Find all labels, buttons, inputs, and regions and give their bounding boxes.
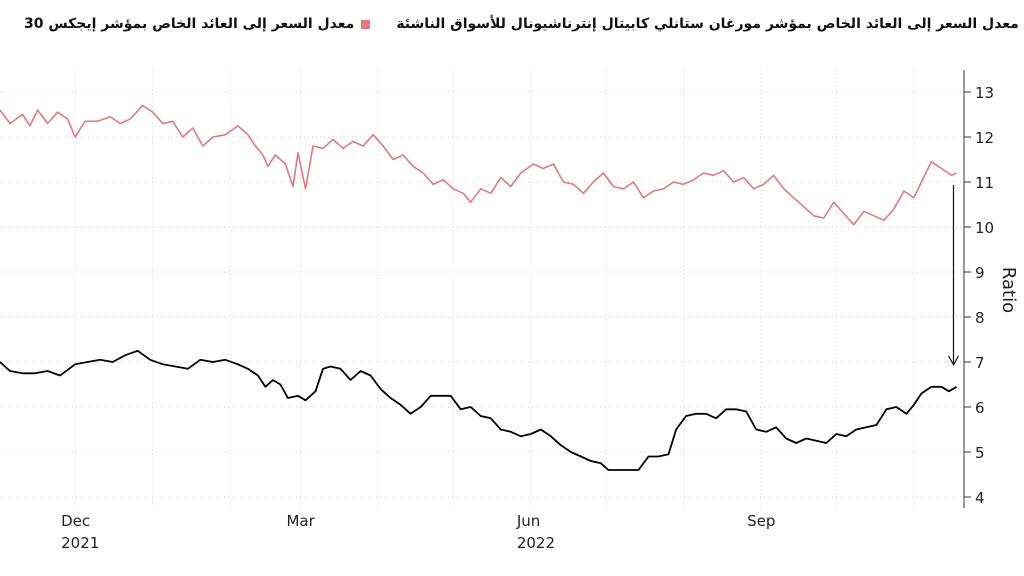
series-group bbox=[0, 104, 957, 471]
x-tick-label: Mar bbox=[286, 512, 315, 530]
y-tick-label: 5 bbox=[975, 444, 985, 462]
series-line-egx30 bbox=[0, 104, 957, 226]
x-tick-label: Jun bbox=[516, 512, 540, 530]
y-tick-label: 12 bbox=[975, 129, 994, 147]
y-tick-label: 6 bbox=[975, 399, 985, 417]
y-tick-label: 7 bbox=[975, 354, 985, 372]
y-tick-label: 9 bbox=[975, 264, 985, 282]
annotation bbox=[947, 185, 960, 366]
x-tick-label: Dec bbox=[61, 512, 90, 530]
y-tick-label: 8 bbox=[975, 309, 985, 327]
legend-label-egx30: معدل السعر إلى العائد الخاص بمؤشر إيجكس … bbox=[24, 16, 355, 32]
legend-label-msci-em: معدل السعر إلى العائد الخاص بمؤشر مورغان… bbox=[396, 16, 1019, 32]
legend: معدل السعر إلى العائد الخاص بمؤشر مورغان… bbox=[24, 16, 1019, 32]
y-tick-label: 11 bbox=[975, 174, 994, 192]
x-axis: Dec 2021 Mar Jun 2022 Sep bbox=[61, 512, 775, 552]
legend-item-msci-em: معدل السعر إلى العائد الخاص بمؤشر مورغان… bbox=[396, 16, 1024, 32]
y-axis: 4 5 6 7 8 9 10 11 12 13 Ratio bbox=[963, 70, 1019, 508]
x-tick-year-label: 2022 bbox=[517, 534, 555, 552]
y-tick-label: 13 bbox=[975, 84, 994, 102]
y-axis-label: Ratio bbox=[998, 267, 1019, 313]
x-tick-year-label: 2021 bbox=[61, 534, 99, 552]
grid bbox=[0, 70, 964, 508]
series-line-msci-em bbox=[0, 349, 957, 471]
arrow-head bbox=[947, 355, 960, 366]
y-tick-label: 4 bbox=[975, 489, 985, 507]
x-tick-label: Sep bbox=[747, 512, 775, 530]
legend-swatch-egx30 bbox=[361, 19, 371, 29]
y-tick-label: 10 bbox=[975, 219, 994, 237]
legend-item-egx30: معدل السعر إلى العائد الخاص بمؤشر إيجكس … bbox=[24, 16, 371, 32]
